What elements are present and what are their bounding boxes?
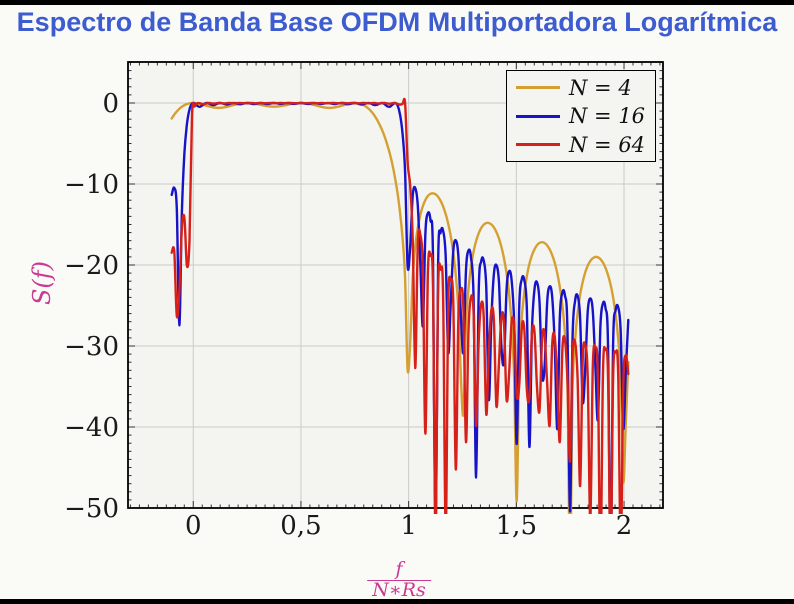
legend-entry: N = 64: [516, 133, 655, 157]
legend-line-sample: [516, 114, 560, 118]
x-axis-label-denominator: N∗Rs: [367, 579, 431, 601]
x-axis-label: f N∗Rs: [367, 558, 431, 601]
y-tick-label: −10: [64, 170, 119, 200]
legend-label: N = 64: [569, 132, 646, 157]
legend-line-sample: [516, 86, 560, 89]
x-tick-label: 1: [400, 511, 417, 541]
x-axis-label-numerator: f: [395, 558, 403, 580]
y-tick-label: −40: [64, 413, 119, 443]
legend-line-sample: [516, 143, 560, 146]
plot-frame: [127, 61, 664, 509]
y-tick-label: −50: [64, 494, 119, 524]
x-tick-label: 0,5: [280, 511, 321, 541]
tick-labels: 0 0,5 1 1,5 2 0 −10 −20 −30 −40 −50: [64, 89, 632, 541]
letterbox-bottom-bar: [0, 599, 794, 604]
y-tick-label: 0: [102, 89, 119, 119]
series-curves: [170, 97, 630, 514]
legend-label: N = 16: [569, 104, 646, 128]
chart-title: Espectro de Banda Base OFDM Multiportado…: [16, 7, 778, 37]
y-tick-label: −30: [64, 332, 119, 362]
x-tick-label: 0: [185, 511, 202, 541]
legend: N = 4 N = 16 N = 64: [506, 70, 656, 162]
letterbox-top-bar: [0, 0, 794, 5]
y-axis-label: S(f): [28, 260, 56, 306]
legend-label: N = 4: [569, 75, 632, 100]
legend-entry: N = 16: [516, 104, 655, 128]
legend-entry: N = 4: [516, 76, 655, 100]
series-line-N=64: [170, 97, 630, 514]
x-tick-label: 1,5: [496, 511, 537, 541]
y-tick-label: −20: [64, 251, 119, 281]
x-tick-label: 2: [616, 511, 633, 541]
